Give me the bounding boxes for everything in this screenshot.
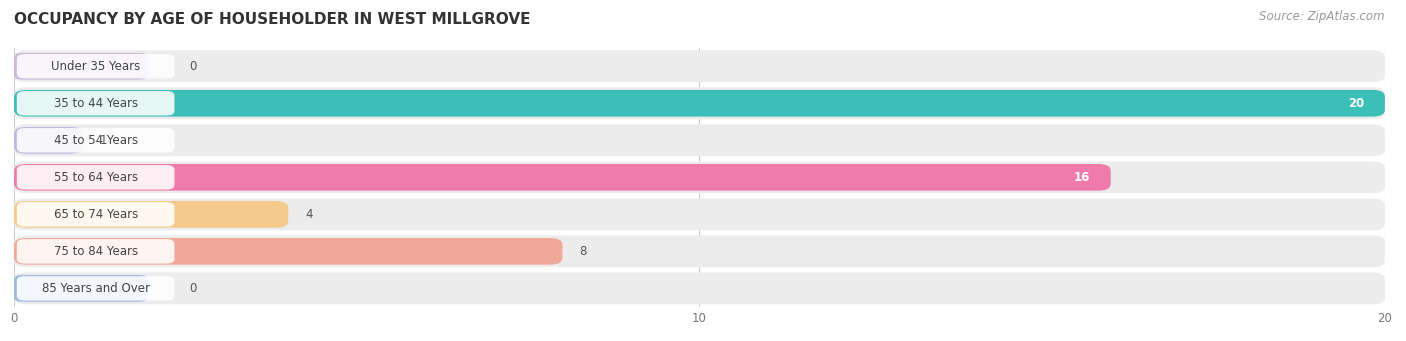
FancyBboxPatch shape <box>17 239 174 264</box>
FancyBboxPatch shape <box>17 202 174 226</box>
FancyBboxPatch shape <box>14 53 148 79</box>
Text: 65 to 74 Years: 65 to 74 Years <box>53 208 138 221</box>
Text: 4: 4 <box>305 208 314 221</box>
Text: 0: 0 <box>188 282 197 295</box>
Text: 35 to 44 Years: 35 to 44 Years <box>53 97 138 110</box>
FancyBboxPatch shape <box>14 201 288 228</box>
FancyBboxPatch shape <box>14 272 1385 304</box>
Text: OCCUPANCY BY AGE OF HOUSEHOLDER IN WEST MILLGROVE: OCCUPANCY BY AGE OF HOUSEHOLDER IN WEST … <box>14 12 530 27</box>
Text: Source: ZipAtlas.com: Source: ZipAtlas.com <box>1260 10 1385 23</box>
FancyBboxPatch shape <box>14 124 1385 156</box>
FancyBboxPatch shape <box>14 127 83 154</box>
Text: 8: 8 <box>579 245 586 258</box>
FancyBboxPatch shape <box>14 275 148 302</box>
FancyBboxPatch shape <box>14 87 1385 119</box>
FancyBboxPatch shape <box>14 235 1385 267</box>
FancyBboxPatch shape <box>14 198 1385 230</box>
Text: 20: 20 <box>1348 97 1364 110</box>
Text: 0: 0 <box>188 60 197 73</box>
FancyBboxPatch shape <box>14 238 562 265</box>
Text: 55 to 64 Years: 55 to 64 Years <box>53 171 138 184</box>
FancyBboxPatch shape <box>14 161 1385 193</box>
FancyBboxPatch shape <box>14 164 1111 191</box>
Text: 16: 16 <box>1074 171 1090 184</box>
FancyBboxPatch shape <box>17 54 174 78</box>
FancyBboxPatch shape <box>14 90 1385 117</box>
Text: Under 35 Years: Under 35 Years <box>51 60 141 73</box>
FancyBboxPatch shape <box>17 165 174 190</box>
Text: 75 to 84 Years: 75 to 84 Years <box>53 245 138 258</box>
FancyBboxPatch shape <box>17 128 174 152</box>
FancyBboxPatch shape <box>17 276 174 301</box>
Text: 85 Years and Over: 85 Years and Over <box>42 282 149 295</box>
Text: 1: 1 <box>100 134 107 147</box>
FancyBboxPatch shape <box>14 50 1385 82</box>
Text: 45 to 54 Years: 45 to 54 Years <box>53 134 138 147</box>
FancyBboxPatch shape <box>17 91 174 116</box>
